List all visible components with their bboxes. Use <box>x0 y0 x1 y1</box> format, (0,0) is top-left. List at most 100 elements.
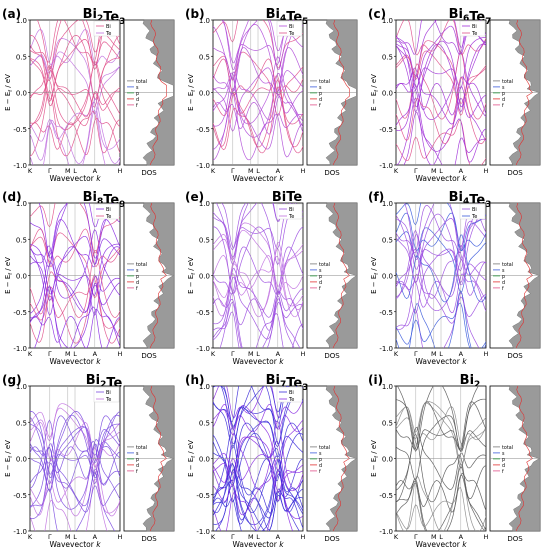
ytick-label: 1.0 <box>199 17 210 25</box>
dos-legend-label: f <box>502 103 504 109</box>
ytick-label: -0.5 <box>196 309 210 317</box>
dos-legend-label: f <box>136 103 138 109</box>
kpoint-label: K <box>394 167 399 175</box>
dos-legend-label: p <box>319 275 322 280</box>
band-legend <box>459 203 486 220</box>
legend-label: Bi <box>472 24 477 30</box>
kpoint-label: Γ <box>414 533 418 541</box>
legend-label: Bi <box>106 390 111 396</box>
ylabel: E − Ef / eV <box>370 74 380 111</box>
dos-legend-label: p <box>502 458 505 463</box>
band-legend <box>459 20 486 37</box>
band-curve <box>213 203 303 259</box>
legend-label: Te <box>288 214 294 220</box>
band-curve <box>396 291 480 348</box>
ytick-label: 0.5 <box>199 53 210 61</box>
legend-label: Te <box>288 397 294 403</box>
kpoint-label: Γ <box>48 533 52 541</box>
dos-legend-label: p <box>136 275 139 280</box>
xlabel: Wavevector k <box>49 540 101 549</box>
xlabel: Wavevector k <box>49 357 101 366</box>
legend-label: Bi <box>289 390 294 396</box>
ytick-label: 0.0 <box>199 90 210 98</box>
band-curve <box>213 298 301 348</box>
band-curve <box>396 203 486 252</box>
band-curve <box>396 462 486 531</box>
band-legend <box>276 386 303 403</box>
panel-letter: (b) <box>185 7 205 21</box>
band-curve <box>213 470 294 531</box>
ytick-label: 1.0 <box>16 383 27 391</box>
legend-label: Bi <box>106 24 111 30</box>
dos-legend-label: s <box>136 86 139 91</box>
dos-legend-label: f <box>319 103 321 109</box>
kpoint-label: M <box>431 533 437 541</box>
band-legend <box>276 20 303 37</box>
ytick-label: 1.0 <box>16 17 27 25</box>
ytick-label: 1.0 <box>199 383 210 391</box>
dos-legend-label: s <box>319 86 322 91</box>
dos-legend-label: total <box>319 79 330 85</box>
kpoint-label: Γ <box>48 167 52 175</box>
ytick-label: 0.0 <box>16 456 27 464</box>
kpoint-label: L <box>73 533 77 541</box>
kpoint-label: L <box>73 167 77 175</box>
kpoint-label: L <box>439 533 443 541</box>
panel-letter: (d) <box>2 190 22 204</box>
ytick-label: 0.0 <box>199 456 210 464</box>
kpoint-label: M <box>248 350 254 358</box>
ytick-label: 0.0 <box>382 273 393 281</box>
ytick-label: 0.5 <box>199 236 210 244</box>
panel-letter: (c) <box>368 7 386 21</box>
dos-legend-label: s <box>319 452 322 457</box>
dos-legend-label: d <box>136 97 139 103</box>
ytick-label: -1.0 <box>379 162 393 170</box>
legend-label: Bi <box>289 24 294 30</box>
kpoint-label: Γ <box>48 350 52 358</box>
band-curve <box>404 203 480 260</box>
legend-label: Te <box>471 214 477 220</box>
dos-label: DOS <box>324 352 340 360</box>
dos-legend-label: s <box>136 269 139 274</box>
kpoint-label: H <box>301 533 306 541</box>
kpoint-label: H <box>118 350 123 358</box>
band-curve <box>220 386 298 445</box>
panel-e: (e) BiTe 1.0 0.5 0.0 -0.5 -1.0 E − Ef / eV K Γ M L A… <box>185 190 358 366</box>
kpoint-label: K <box>211 350 216 358</box>
dos-label: DOS <box>507 352 523 360</box>
kpoint-label: H <box>484 350 489 358</box>
ytick-label: -0.5 <box>379 309 393 317</box>
kpoint-label: K <box>211 167 216 175</box>
kpoint-label: L <box>73 350 77 358</box>
dos-legend-label: f <box>319 286 321 292</box>
kpoint-label: A <box>459 167 464 175</box>
kpoint-label: M <box>248 533 254 541</box>
ylabel: E − Ef / eV <box>4 74 14 111</box>
band-curve <box>30 478 108 531</box>
ytick-label: -1.0 <box>196 345 210 353</box>
legend-label: Bi <box>472 207 477 213</box>
ytick-label: 0.0 <box>199 273 210 281</box>
legend-label: Te <box>105 31 111 37</box>
dos-legend-label: s <box>502 269 505 274</box>
xlabel: Wavevector k <box>232 174 284 183</box>
ytick-label: 0.5 <box>382 236 393 244</box>
ytick-label: 1.0 <box>382 383 393 391</box>
ylabel: E − Ef / eV <box>370 257 380 294</box>
legend-label: Te <box>105 397 111 403</box>
panel-letter: (g) <box>2 373 22 387</box>
ytick-label: -1.0 <box>196 528 210 536</box>
ytick-label: -0.5 <box>379 126 393 134</box>
kpoint-label: A <box>459 350 464 358</box>
dos-label: DOS <box>324 535 340 543</box>
kpoint-label: Γ <box>414 350 418 358</box>
panel-letter: (a) <box>2 7 21 21</box>
kpoint-label: K <box>28 533 33 541</box>
band-curve <box>30 472 115 531</box>
legend-label: Bi <box>106 207 111 213</box>
dos-label: DOS <box>324 169 340 177</box>
band-legend <box>93 386 120 403</box>
